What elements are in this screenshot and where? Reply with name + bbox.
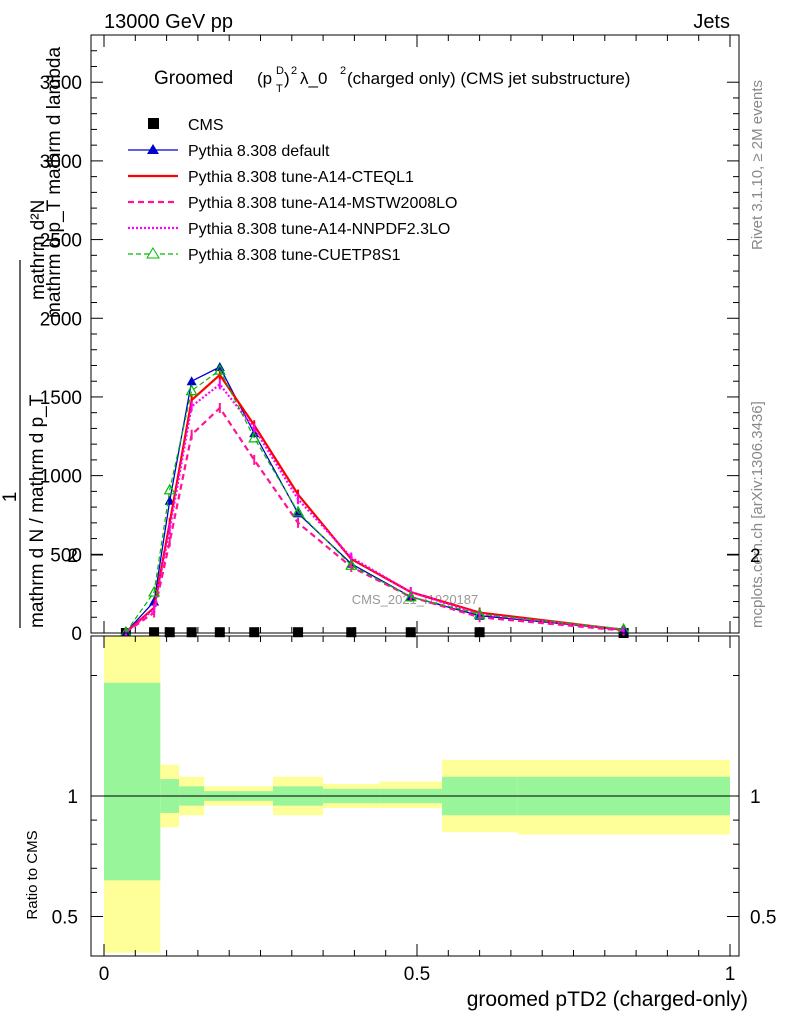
jets-label: Jets (693, 11, 730, 33)
ratio-ytick-label: 2 (67, 546, 78, 567)
main-ytick-label: 1000 (40, 467, 82, 488)
series-line-cuetp8s1 (125, 369, 624, 633)
ylabel-pre: 1 (0, 492, 21, 503)
cuetp8s1-point (292, 505, 305, 517)
title-main: Groomed (154, 68, 233, 89)
plot-title: Groomed (p D T ) 2 λ_0 2 (charged only) … (154, 65, 630, 95)
cuetp8s1-point (185, 384, 198, 396)
legend: CMS Pythia 8.308 default Pythia 8.308 tune… (128, 117, 457, 264)
legend-label: Pythia 8.308 tune-A14-CTEQL1 (188, 169, 414, 186)
legend-label: CMS (188, 117, 224, 134)
ylabel-den: mathrm d p_T mathrm d lambda (44, 47, 65, 318)
cuetp8s1-point (248, 431, 261, 443)
energy-label: 13000 GeV pp (104, 11, 233, 33)
cuetp8s1-point (473, 607, 486, 619)
ratio-axes: 0 0.5 1 0.5 0.5 1 1 2 2 (52, 546, 777, 985)
title-rest: (charged only) (CMS jet substructure) (347, 69, 630, 88)
mcplots-label: mcplots.cern.ch [arXiv:1306.3436] (749, 401, 766, 628)
legend-label: Pythia 8.308 tune-A14-NNPDF2.3LO (188, 221, 450, 238)
ratio-xtick-label: 0 (99, 964, 110, 985)
ratio-ytick-label-right: 0.5 (750, 908, 776, 929)
series-line-a14_nnpdf (125, 382, 624, 634)
cms-point (405, 627, 416, 638)
default-point (293, 508, 304, 518)
ratio-ytick-label: 1 (67, 787, 78, 808)
title-expr-open: (p (257, 69, 272, 88)
main-ylabel: 1 mathrm d N / mathrm d p_T mathrm d²N m… (0, 47, 65, 628)
ratio-ytick-label-right: 2 (750, 546, 761, 567)
legend-marker-cuetp8s1 (146, 247, 160, 259)
main-ytick-label: 3000 (40, 152, 82, 173)
main-ytick-label: 0 (71, 624, 82, 645)
title-lambda-pow: 2 (340, 65, 346, 77)
cms-point (293, 627, 304, 638)
ratio-xtick-label: 1 (725, 964, 736, 985)
ratio-ytick-label: 0.5 (52, 908, 78, 929)
xlabel: groomed pTD2 (charged-only) (467, 988, 748, 1011)
ylabel-frac-den: mathrm d N / mathrm d p_T (27, 394, 48, 628)
default-point (186, 376, 197, 386)
title-expr-sup: D (276, 65, 284, 77)
ratio-band-inner (104, 682, 161, 881)
ratio-ytick-label-right: 1 (750, 787, 761, 808)
legend-label: Pythia 8.308 tune-CUETP8S1 (188, 247, 401, 264)
cuetp8s1-point (148, 585, 161, 597)
legend-marker-cms (148, 118, 159, 129)
cuetp8s1-point (345, 559, 358, 570)
rivet-label: Rivet 3.1.10, ≥ 2M events (749, 80, 766, 250)
cuetp8s1-point (163, 483, 176, 495)
cms-point (214, 627, 225, 638)
main-ytick-label: 2500 (40, 231, 82, 252)
series-line-a14_mstw (125, 406, 624, 634)
main-ytick-label: 2000 (40, 309, 82, 330)
ratio-ylabel: Ratio to CMS (24, 830, 41, 919)
main-ytick-label: 500 (50, 545, 82, 566)
cms-point (149, 627, 160, 638)
title-lambda: λ_0 (300, 69, 327, 88)
legend-marker-default (147, 144, 159, 154)
title-expr-pow: 2 (291, 65, 297, 77)
legend-label: Pythia 8.308 default (188, 143, 330, 160)
cms-point (346, 627, 357, 638)
cuetp8s1-point (404, 590, 417, 602)
ratio-bands (104, 636, 730, 953)
main-axes: 0 500 1000 1500 2000 2500 3000 3500 (40, 34, 739, 645)
main-ytick-label: 1500 (40, 388, 82, 409)
main-ytick-label: 3500 (40, 73, 82, 94)
ylabel-num: mathrm d²N (28, 200, 49, 300)
cuetp8s1-point (213, 363, 226, 375)
cms-point (186, 627, 197, 638)
ratio-xtick-label: 0.5 (404, 964, 430, 985)
cms-point (164, 627, 175, 638)
cms-point (249, 627, 260, 638)
legend-label: Pythia 8.308 tune-A14-MSTW2008LO (188, 195, 457, 212)
title-expr-close: ) (284, 69, 290, 88)
title-expr-sub: T (276, 83, 283, 95)
